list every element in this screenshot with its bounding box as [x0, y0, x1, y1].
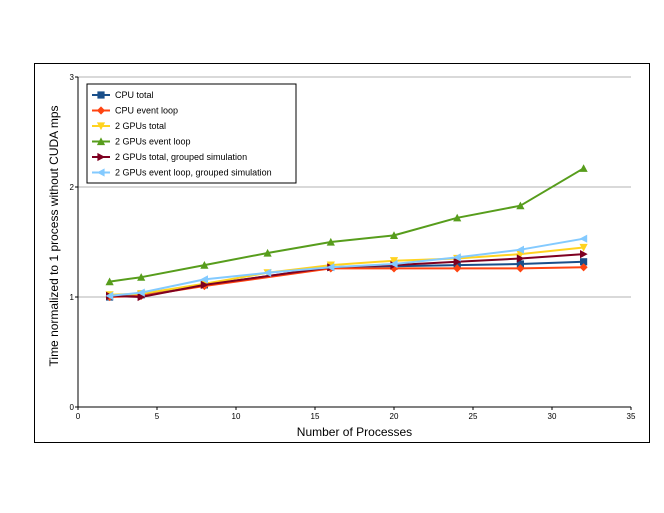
legend-item: 2 GPUs total, grouped simulation [92, 152, 247, 162]
data-point [453, 264, 462, 273]
y-tick-label: 0 [70, 403, 75, 412]
data-point [263, 268, 272, 277]
legend-marker [96, 106, 106, 115]
data-point [453, 213, 462, 222]
data-point [137, 273, 146, 281]
y-tick-label: 3 [70, 73, 75, 82]
grid-layer [78, 76, 631, 298]
data-point [579, 164, 588, 172]
data-point [453, 257, 462, 266]
data-point [326, 237, 335, 246]
data-point [389, 259, 398, 269]
data-point [200, 275, 208, 284]
x-tick-label: 25 [469, 412, 478, 421]
data-point [516, 260, 524, 268]
data-point [137, 288, 145, 297]
legend: CPU total CPU event loop 2 GPUs total 2 GPU… [86, 83, 297, 184]
x-tick-label: 35 [627, 412, 636, 421]
x-tick-label: 5 [155, 412, 160, 421]
data-point [579, 243, 588, 252]
legend-item: 2 GPUs event loop [92, 137, 191, 147]
legend-marker [96, 137, 106, 146]
data-point [516, 254, 525, 263]
data-point [105, 277, 114, 286]
x-axis-title: Number of Processes [297, 425, 412, 439]
data-point [516, 264, 525, 273]
data-point [389, 231, 399, 239]
legend-marker [96, 168, 105, 177]
legend-label: CPU event loop [115, 106, 178, 116]
legend-label: 2 GPUs total [115, 121, 166, 131]
data-point [200, 261, 209, 269]
data-point [580, 250, 588, 259]
data-point [200, 280, 209, 289]
x-tick-label: 20 [390, 412, 399, 421]
legend-item: CPU event loop [92, 106, 178, 116]
data-point [105, 291, 114, 300]
y-axis-title: Time normalized to 1 process without CUD… [47, 106, 61, 367]
legend-item: 2 GPUs total [92, 121, 166, 131]
series-4 [106, 250, 588, 302]
x-tick-label: 30 [548, 412, 557, 421]
series-1 [105, 263, 588, 302]
series-line [109, 246, 584, 296]
legend-marker [97, 152, 106, 162]
data-point [453, 253, 461, 262]
legend-marker [97, 91, 105, 99]
legend-label: 2 GPUs total, grouped simulation [115, 152, 247, 162]
y-tick-label: 1 [70, 293, 75, 302]
x-tick-label: 10 [232, 412, 241, 421]
data-point [326, 263, 335, 272]
data-point [263, 248, 272, 257]
x-tick-label: 0 [76, 412, 81, 421]
legend-label: CPU total [115, 90, 154, 100]
legend-box [86, 83, 297, 184]
y-tick-label: 2 [70, 183, 75, 192]
legend-label: 2 GPUs event loop [115, 137, 191, 147]
legend-marker [96, 122, 106, 131]
legend-item: CPU total [92, 90, 154, 100]
legend-label: 2 GPUs event loop, grouped simulation [115, 168, 272, 178]
series-5 [105, 234, 588, 300]
series-layer [105, 164, 588, 302]
chart-frame [34, 63, 650, 443]
data-point [579, 234, 588, 243]
series-line [109, 266, 584, 298]
data-point [580, 258, 588, 266]
series-3 [105, 164, 588, 286]
x-tick-label: 15 [311, 412, 320, 421]
data-point [516, 245, 524, 254]
data-point [389, 257, 399, 265]
data-point [579, 263, 588, 272]
data-point [137, 292, 146, 302]
legend-item: 2 GPUs event loop, grouped simulation [92, 168, 272, 178]
data-point [516, 201, 525, 210]
